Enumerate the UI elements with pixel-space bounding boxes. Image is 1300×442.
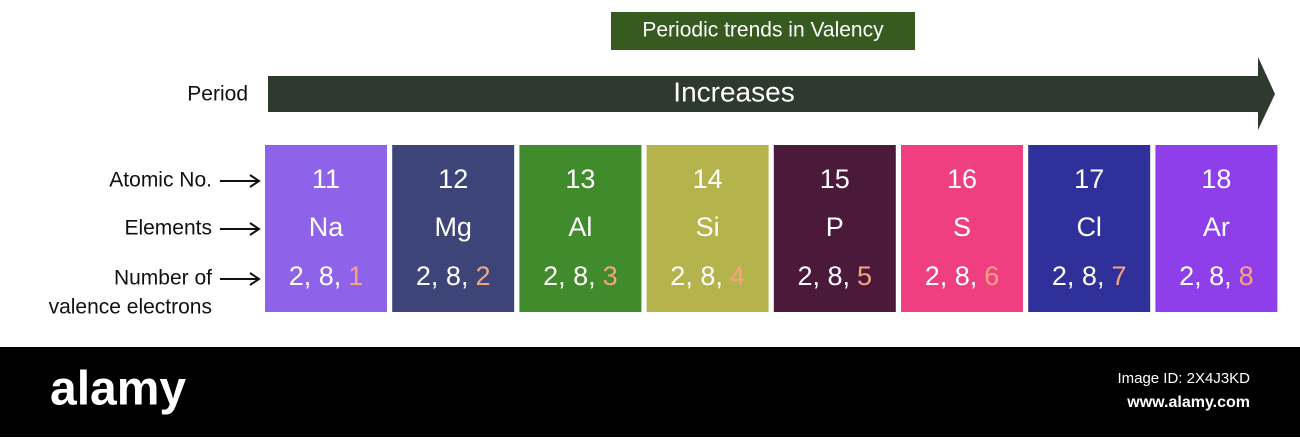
period-label: Period [187,83,248,106]
element-cell [901,145,1023,312]
atomic-number: 15 [820,164,850,194]
valence-count: 7 [1111,261,1126,291]
element-symbol: Mg [434,212,472,242]
element-symbol: Na [309,212,344,242]
atomic-number: 16 [947,164,977,194]
shells: 2, 8, [543,261,596,291]
shells: 2, 8, [289,261,342,291]
element-symbol: S [953,212,971,242]
atomic-number: 17 [1074,164,1104,194]
footer-band [0,347,1300,437]
electron-config: 2, 8, 3 [543,261,618,291]
valence-count: 8 [1239,261,1254,291]
footer-id: Image ID: 2X4J3KD [1117,370,1250,387]
elements-label: Elements [124,217,212,240]
electron-config: 2, 8, 2 [416,261,491,291]
footer-brand: alamy [50,363,186,416]
element-symbol: Cl [1076,212,1102,242]
arrow-text: Increases [673,76,794,107]
atomic-number: 14 [693,164,723,194]
valence-count: 1 [348,261,363,291]
atomic-number: 11 [312,164,340,194]
valence-label: Number of [114,267,212,290]
valence-count: 2 [475,261,490,291]
shells: 2, 8, [416,261,469,291]
electron-config: 2, 8, 1 [289,261,364,291]
electron-config: 2, 8, 7 [1052,261,1127,291]
element-cell [773,145,896,312]
title-box [611,12,915,50]
shells: 2, 8, [1179,261,1232,291]
shells: 2, 8, [798,261,851,291]
electron-config: 2, 8, 5 [798,261,873,291]
electron-config: 2, 8, 8 [1179,261,1254,291]
valence-label: valence electrons [49,296,212,319]
atomic-number: 12 [438,164,468,194]
valence-count: 3 [603,261,618,291]
element-symbol: Si [696,212,720,242]
element-cell [265,145,387,312]
trend-arrow [268,57,1275,130]
footer-url: www.alamy.com [1126,394,1250,411]
shells: 2, 8, [925,261,978,291]
valence-count: 6 [984,261,999,291]
element-symbol: P [826,212,844,242]
shells: 2, 8, [670,261,723,291]
element-symbol: Ar [1203,212,1230,242]
valence-count: 5 [857,261,872,291]
element-cell [1155,145,1278,312]
electron-config: 2, 8, 6 [925,261,1000,291]
pointer-arrows [220,174,261,286]
electron-config: 2, 8, 4 [670,261,745,291]
element-cell [519,145,642,312]
element-cell [1028,145,1151,312]
atomic-number: 18 [1201,164,1231,194]
element-cell [646,145,769,312]
title: Periodic trends in Valency [642,19,884,42]
atomic-number: 13 [565,164,595,194]
element-cell [392,145,515,312]
valence-count: 4 [730,261,745,291]
shells: 2, 8, [1052,261,1105,291]
element-symbol: Al [568,212,592,242]
atomic-no-label: Atomic No. [109,169,212,192]
